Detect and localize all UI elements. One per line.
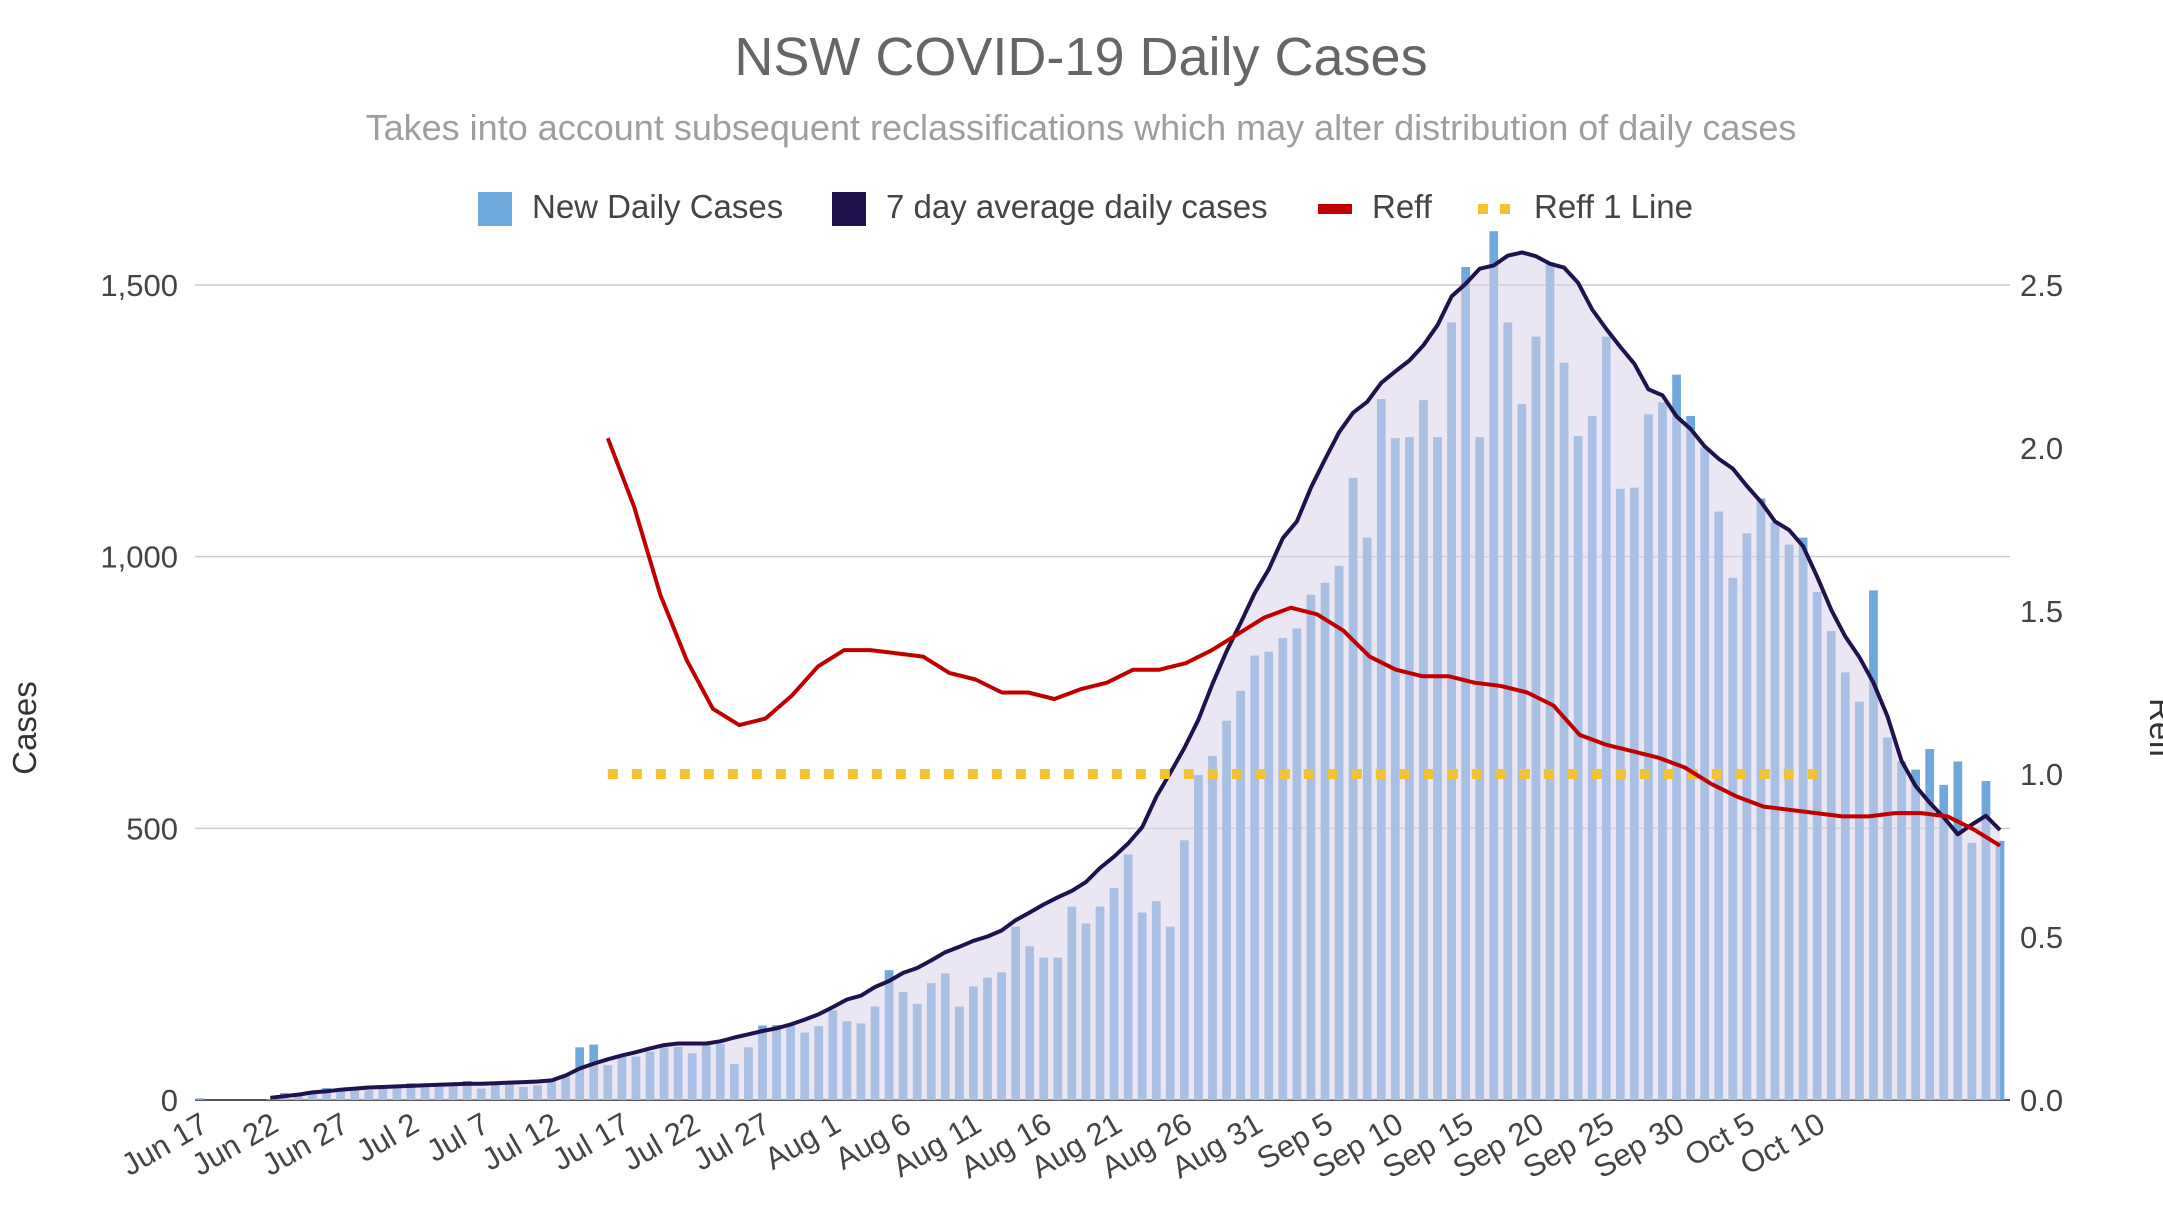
lines <box>270 250 2002 1100</box>
legend-swatch-reff <box>1318 204 1352 214</box>
y-tick-left: 1,500 <box>100 268 178 303</box>
legend-label-avg: 7 day average daily cases <box>886 188 1268 225</box>
legend-swatch-reff1-a <box>1478 204 1488 214</box>
legend-swatch-bars <box>478 192 512 226</box>
bar <box>195 1098 205 1100</box>
y-tick-left: 1,000 <box>100 540 178 575</box>
x-tick: Jul 17 <box>546 1106 635 1178</box>
x-tick: Jul 12 <box>476 1106 565 1178</box>
legend-swatch-avg <box>832 192 866 226</box>
legend: New Daily Cases 7 day average daily case… <box>478 188 1693 226</box>
y-tick-left: 500 <box>126 811 178 846</box>
chart-subtitle: Takes into account subsequent reclassifi… <box>366 107 1797 148</box>
x-tick: Jul 2 <box>350 1106 424 1169</box>
chart-title: NSW COVID-19 Daily Cases <box>734 27 1427 87</box>
legend-label-reff: Reff <box>1372 188 1433 225</box>
avg-area-fill <box>270 252 2000 1100</box>
y-tick-right: 1.0 <box>2020 757 2063 792</box>
y-tick-right: 1.5 <box>2020 594 2063 629</box>
legend-label-bars: New Daily Cases <box>532 188 783 225</box>
y-tick-right: 0.5 <box>2020 920 2063 955</box>
x-tick: Jul 22 <box>617 1106 706 1178</box>
y-tick-right: 2.5 <box>2020 268 2063 303</box>
y-tick-left: 0 <box>161 1083 178 1118</box>
reff-line <box>605 437 2002 848</box>
y-axis-label-left: Cases <box>6 681 43 775</box>
legend-swatch-reff1-b <box>1500 204 1510 214</box>
legend-label-reff1: Reff 1 Line <box>1534 188 1693 225</box>
y-axis-label-right: Reff <box>2143 698 2163 759</box>
avg-line <box>270 250 2002 1100</box>
x-tick: Aug 1 <box>759 1106 847 1177</box>
avg-area <box>270 252 2000 1100</box>
y-tick-right: 2.0 <box>2020 431 2063 466</box>
x-tick: Jul 27 <box>687 1106 776 1178</box>
y-tick-right: 0.0 <box>2020 1083 2063 1118</box>
